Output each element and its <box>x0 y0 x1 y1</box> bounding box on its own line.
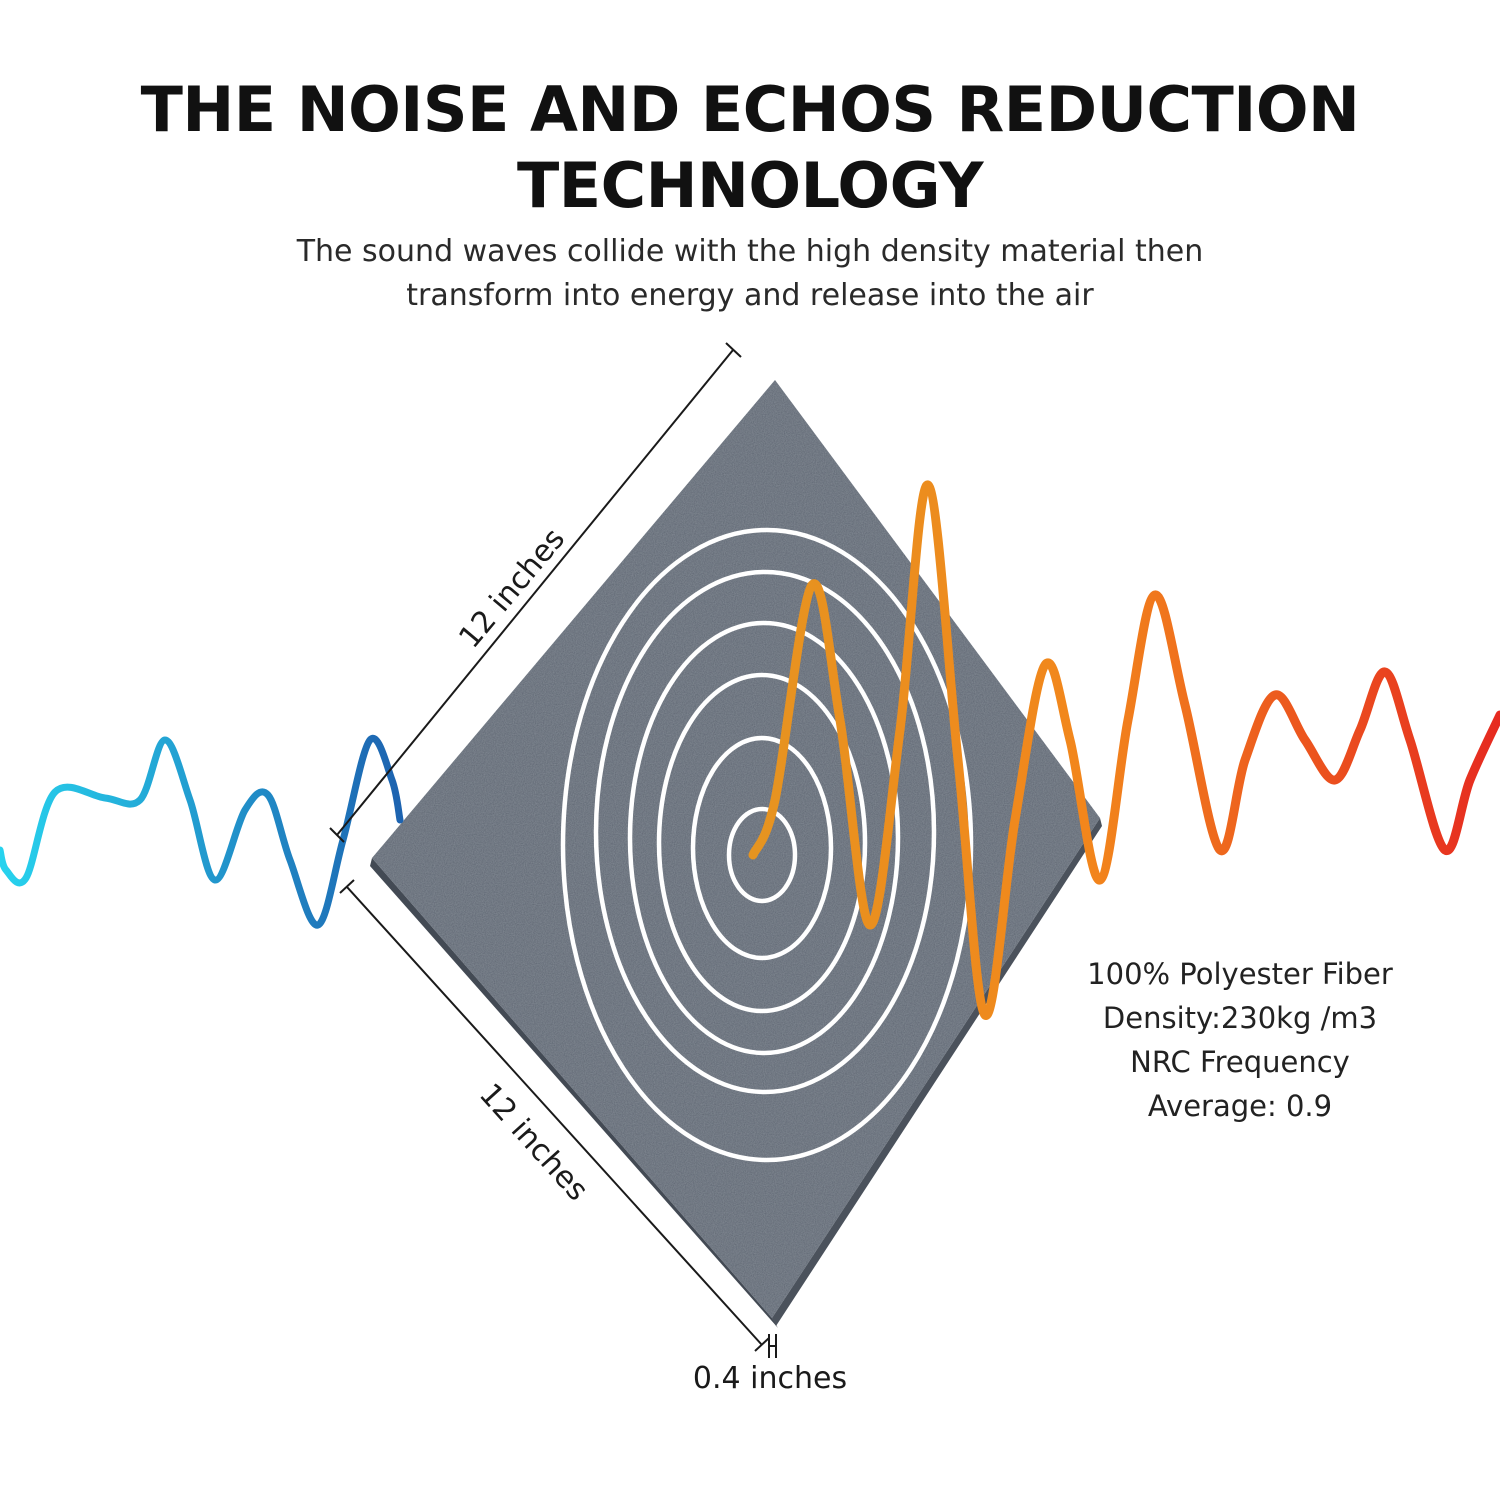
dimension-line-top <box>329 342 742 843</box>
page-title: THE NOISE AND ECHOS REDUCTION TECHNOLOGY <box>0 72 1500 224</box>
panel-side <box>772 818 1102 1326</box>
spec-density: Density:230kg /m3 <box>1102 1001 1378 1035</box>
title-line-1: THE NOISE AND ECHOS REDUCTION <box>140 73 1360 146</box>
thickness-label: 0.4 inches <box>693 1361 847 1396</box>
ring-3 <box>656 672 868 1014</box>
subtitle-line-1: The sound waves collide with the high de… <box>296 234 1204 269</box>
thickness-marker <box>768 1334 777 1358</box>
spec-nrc-value: Average: 0.9 <box>1147 1089 1333 1123</box>
panel-edge <box>370 858 778 1328</box>
acoustic-panel <box>372 380 1100 1318</box>
title-line-2: TECHNOLOGY <box>516 149 984 222</box>
spec-material: 100% Polyester Fiber <box>1087 957 1393 991</box>
ring-1 <box>726 806 798 904</box>
spec-nrc-label: NRC Frequency <box>1130 1045 1350 1079</box>
ring-4 <box>627 620 901 1056</box>
subtitle-line-2: transform into energy and release into t… <box>406 278 1094 313</box>
ring-5 <box>593 569 937 1095</box>
ring-6 <box>560 527 974 1163</box>
outgoing-sound-wave <box>748 480 1500 1020</box>
page-subtitle: The sound waves collide with the high de… <box>0 230 1500 318</box>
material-specs: 100% Polyester Fiber Density:230kg /m3 N… <box>1040 952 1440 1128</box>
top-edge-label: 12 inches <box>452 522 572 655</box>
incoming-sound-wave <box>0 734 404 929</box>
ring-2 <box>690 735 834 961</box>
concentric-rings <box>560 527 974 1163</box>
dimension-line-bottom <box>339 879 770 1352</box>
